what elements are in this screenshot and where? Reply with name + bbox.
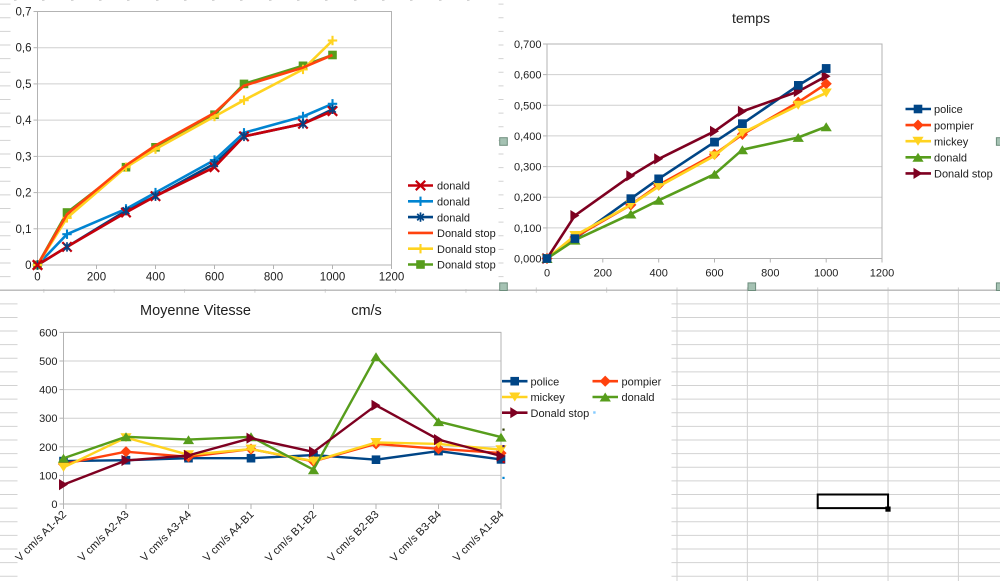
svg-text:0,2: 0,2 (16, 188, 32, 200)
svg-text:1200: 1200 (870, 268, 894, 280)
svg-text:0,4: 0,4 (16, 115, 33, 127)
svg-text:0,3: 0,3 (16, 151, 32, 163)
svg-text:500: 500 (39, 356, 57, 368)
svg-text:donald: donald (437, 181, 470, 193)
svg-text:0,7: 0,7 (16, 7, 32, 19)
svg-text:0,500: 0,500 (514, 100, 542, 112)
svg-text:police: police (531, 376, 560, 388)
svg-text:400: 400 (39, 385, 57, 397)
svg-text:donald: donald (622, 392, 655, 404)
svg-text:0,700: 0,700 (514, 39, 542, 51)
svg-text:400: 400 (650, 268, 668, 280)
svg-text:800: 800 (761, 268, 779, 280)
svg-text:1200: 1200 (379, 272, 405, 284)
svg-text:200: 200 (594, 268, 612, 280)
svg-text:600: 600 (705, 268, 723, 280)
svg-text:Donald stop: Donald stop (437, 244, 496, 256)
svg-text:Moyenne Vitesse: Moyenne Vitesse (140, 303, 251, 319)
svg-text:police: police (934, 104, 963, 116)
svg-text:Donald stop: Donald stop (437, 260, 496, 272)
svg-text:donald: donald (437, 212, 470, 224)
svg-text:0,300: 0,300 (514, 162, 542, 174)
svg-text:donald: donald (437, 197, 470, 209)
svg-text:temps: temps (732, 10, 770, 26)
svg-text:300: 300 (39, 413, 57, 425)
svg-text:pompier: pompier (622, 376, 662, 388)
svg-text:0,5: 0,5 (16, 79, 32, 91)
svg-text:400: 400 (146, 272, 165, 284)
svg-text:mickey: mickey (531, 392, 566, 404)
svg-text:donald: donald (934, 153, 967, 165)
svg-text:Donald stop: Donald stop (934, 169, 993, 181)
svg-text:0,6: 0,6 (16, 43, 32, 55)
svg-text:1000: 1000 (814, 268, 838, 280)
svg-text:200: 200 (39, 442, 57, 454)
svg-text:0,200: 0,200 (514, 192, 542, 204)
svg-text:800: 800 (264, 272, 283, 284)
svg-text:1000: 1000 (320, 272, 346, 284)
svg-text:600: 600 (205, 272, 224, 284)
svg-text:600: 600 (39, 327, 57, 339)
svg-text:cm/s: cm/s (351, 303, 382, 319)
svg-text:200: 200 (87, 272, 106, 284)
svg-text:0: 0 (34, 272, 40, 284)
svg-text:0: 0 (544, 268, 550, 280)
svg-text:100: 100 (39, 470, 57, 482)
svg-text:0,000: 0,000 (514, 254, 542, 266)
svg-text:Donald stop: Donald stop (437, 228, 496, 240)
svg-text:Donald stop: Donald stop (531, 408, 590, 420)
svg-text:0,100: 0,100 (514, 223, 542, 235)
svg-text:mickey: mickey (934, 136, 969, 148)
svg-text:0,600: 0,600 (514, 70, 542, 82)
svg-text:0,400: 0,400 (514, 131, 542, 143)
svg-text:pompier: pompier (934, 120, 974, 132)
svg-text:0: 0 (51, 499, 57, 511)
svg-text:0: 0 (25, 260, 31, 272)
svg-text:0,1: 0,1 (16, 224, 32, 236)
